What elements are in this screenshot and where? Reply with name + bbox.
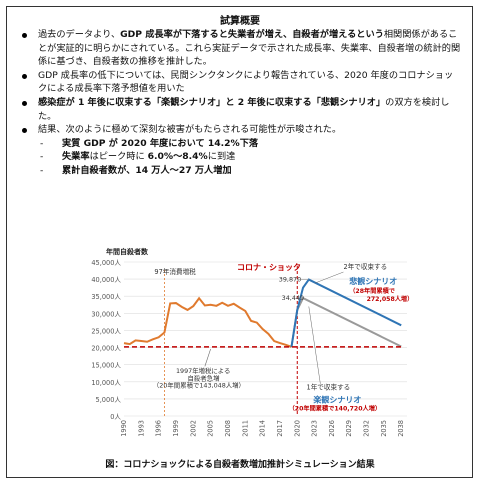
annotation-pess-sub2: 272,058人増） xyxy=(367,295,414,303)
peak-label-pessimistic: 39,870 xyxy=(279,276,301,284)
annotation-tax-desc2: 自殺者急増 xyxy=(188,373,220,382)
figure-caption: 図：コロナショックによる自殺者数増加推計シミュレーション結果 xyxy=(105,460,375,470)
annotation-tax1997: 97年消費増税 xyxy=(154,267,196,276)
x-tick-label: 1996 xyxy=(155,420,163,437)
text-run: 6.0%～8.4% xyxy=(147,151,208,163)
annotation-tax-desc1: 1997年増税による xyxy=(176,366,230,375)
x-tick-label: 2017 xyxy=(276,420,284,437)
sub-item: - 実質 GDP が 2020 年度において 14.2%下落 xyxy=(22,137,462,151)
annotation-opt-sub: （20年間累積で140,720人増） xyxy=(289,405,381,413)
annotation-opt-name: 楽観シナリオ xyxy=(312,395,361,405)
annotation-pess-top: 2年で収束する xyxy=(343,262,387,271)
x-tick-label: 2038 xyxy=(397,420,405,437)
y-tick-label: 40,000人 xyxy=(91,276,121,284)
sub-item: - 失業率はピーク時に 6.0%～8.4%に到達 xyxy=(22,150,462,164)
bullet-dot-icon xyxy=(22,33,27,38)
x-tick-label: 2014 xyxy=(259,420,267,437)
y-tick-label: 35,000人 xyxy=(91,293,121,301)
y-tick-label: 5,000人 xyxy=(96,396,122,404)
sub-item: - 累計自殺者数が、14 万人～27 万人増加 xyxy=(22,164,462,178)
x-tick-label: 1999 xyxy=(172,420,180,437)
text-run: はピーク時に xyxy=(89,151,148,163)
page-title: 試算概要 xyxy=(220,16,260,27)
text-run: 感染症が 1 年後に収束する「楽観シナリオ」と 2 年後に収束する「悲観シナリオ… xyxy=(38,96,386,108)
annotation-pess-sub: （28年間累積で xyxy=(349,287,395,295)
annotation-tax-desc3: （20年間累積で143,048人増） xyxy=(153,381,245,390)
y-tick-label: 25,000人 xyxy=(91,327,121,335)
leader-line xyxy=(308,306,321,384)
x-tick-label: 2029 xyxy=(345,420,353,437)
bullet-dot-icon xyxy=(22,128,27,134)
summary-frame xyxy=(6,6,473,478)
text-run: GDP 成長率が下落すると失業者が増え、自殺者が増えるという xyxy=(120,29,384,40)
y-tick-label: 15,000人 xyxy=(91,362,121,370)
bullet-item: GDP 成長率の低下については、民間シンクタンクにより報告されている、2020 … xyxy=(22,69,462,96)
annotation-shock: コロナ・ショック xyxy=(237,262,301,272)
text-run: 実質 GDP が 2020 年度において 14.2%下落 xyxy=(62,137,259,149)
y-axis-label: 年間自殺者数 xyxy=(106,247,149,256)
x-tick-label: 2008 xyxy=(224,420,232,437)
text-run: 失業率 xyxy=(62,151,90,163)
series-line-pessimistic xyxy=(290,278,402,348)
annotation-pess-name: 悲観シナリオ xyxy=(349,276,397,286)
text-run: の双方を検討した。 xyxy=(38,96,450,122)
text-run: 累計自殺者数が、14 万人～27 万人増加 xyxy=(62,164,232,176)
sub-dash: - xyxy=(40,151,44,163)
x-tick-label: 2005 xyxy=(207,420,215,437)
text-run: 過去のデータより、 xyxy=(38,29,121,40)
y-tick-label: 20,000人 xyxy=(91,345,121,353)
suicide-simulation-chart: 0人 5,000人 10,000人 15,000人 20,000人 25,000人 30,0… xyxy=(91,247,414,437)
sub-dash: - xyxy=(40,164,44,176)
x-tick-label: 1990 xyxy=(120,420,128,437)
bullet-item: 過去のデータより、GDP 成長率が下落すると失業者が増え、自殺者が増えるという相… xyxy=(22,28,462,69)
x-tick-label: 2002 xyxy=(189,420,197,437)
series-line-optimistic xyxy=(290,296,402,348)
y-tick-label: 10,000人 xyxy=(91,379,121,387)
text-run: 結果、次のように極めて深刻な被害がもたらされる可能性が示唆された。 xyxy=(38,124,342,136)
text-run: GDP 成長率の低下については、民間シンクタンクにより報告されている、2020 … xyxy=(38,69,454,95)
y-tick-label: 30,000人 xyxy=(91,310,121,318)
series-line-historical xyxy=(123,296,292,348)
y-tick-label: 45,000人 xyxy=(91,259,121,267)
y-tick-label: 0人 xyxy=(110,413,121,421)
text-run: に到達 xyxy=(207,151,236,163)
sub-dash: - xyxy=(40,137,44,149)
annotation-opt-top: 1年で収束する xyxy=(307,383,351,392)
peak-label-optimistic: 34,449 xyxy=(282,294,304,302)
x-tick-label: 2020 xyxy=(293,420,301,437)
leader-line xyxy=(204,348,211,367)
x-tick-label: 2011 xyxy=(241,420,249,437)
leader-line xyxy=(314,271,344,284)
x-tick-label: 2032 xyxy=(363,420,371,437)
x-tick-label: 1993 xyxy=(137,420,145,437)
bullet-dot-icon xyxy=(22,73,27,79)
bullet-item: 感染症が 1 年後に収束する「楽観シナリオ」と 2 年後に収束する「悲観シナリオ… xyxy=(22,96,462,123)
bullet-item: 結果、次のように極めて深刻な被害がもたらされる可能性が示唆された。 xyxy=(22,123,462,137)
bullet-list: 過去のデータより、GDP 成長率が下落すると失業者が増え、自殺者が増えるという相… xyxy=(22,28,462,178)
x-tick-label: 2026 xyxy=(328,420,336,437)
text-run: 相関関係があることが実証的に明らかにされている。これら実証データで示された成長率… xyxy=(38,29,461,68)
x-tick-label: 2023 xyxy=(311,420,319,437)
x-tick-label: 2035 xyxy=(380,420,388,437)
bullet-dot-icon xyxy=(22,100,27,106)
